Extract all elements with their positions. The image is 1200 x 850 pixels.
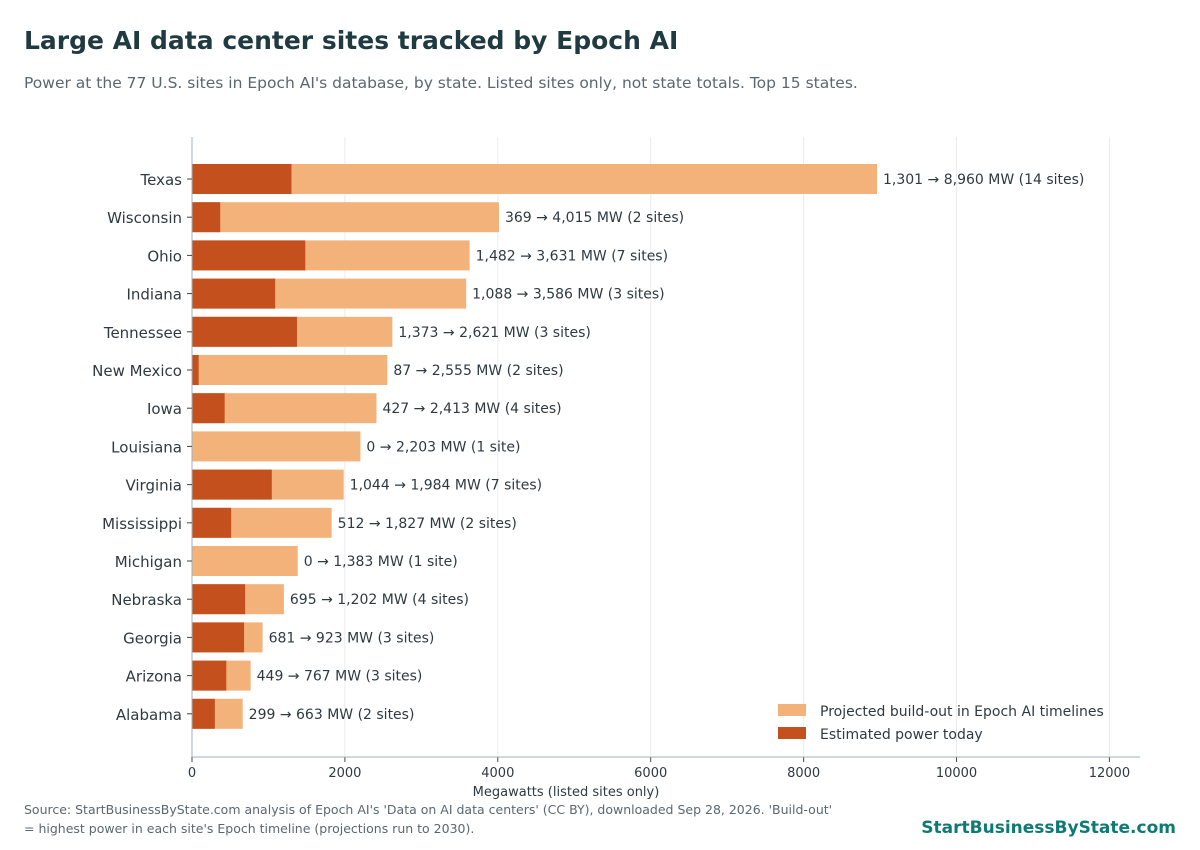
data-label-michigan: 0 → 1,383 MW (1 site) [304, 554, 458, 570]
bar-today-wisconsin [192, 202, 221, 233]
data-label-wisconsin: 369 → 4,015 MW (2 sites) [505, 210, 684, 226]
category-label-virginia: Virginia [125, 477, 182, 495]
category-label-wisconsin: Wisconsin [107, 209, 182, 227]
legend-label-today: Estimated power today [820, 727, 983, 743]
data-label-arizona: 449 → 767 MW (3 sites) [257, 669, 423, 685]
category-label-tennessee: Tennessee [103, 324, 182, 342]
bar-today-alabama [192, 698, 215, 729]
category-label-new-mexico: New Mexico [92, 362, 182, 380]
source-note: Source: StartBusinessByState.com analysi… [24, 802, 833, 836]
x-tick-label-12000: 12000 [1089, 766, 1130, 781]
category-label-ohio: Ohio [147, 247, 182, 265]
data-label-alabama: 299 → 663 MW (2 sites) [249, 707, 415, 723]
category-label-indiana: Indiana [126, 286, 182, 304]
chart-subtitle: Power at the 77 U.S. sites in Epoch AI's… [24, 74, 858, 92]
category-label-michigan: Michigan [115, 553, 182, 571]
x-tick-label-10000: 10000 [936, 766, 977, 781]
x-axis-title: Megawatts (listed sites only) [473, 785, 660, 800]
x-tick-label-4000: 4000 [481, 766, 514, 781]
bar-projected-michigan [192, 546, 298, 576]
category-label-mississippi: Mississippi [102, 515, 182, 533]
bars [192, 164, 878, 729]
legend-label-projected: Projected build-out in Epoch AI timeline… [820, 704, 1104, 720]
data-label-ohio: 1,482 → 3,631 MW (7 sites) [476, 248, 668, 264]
data-label-louisiana: 0 → 2,203 MW (1 site) [366, 439, 520, 455]
data-label-new-mexico: 87 → 2,555 MW (2 sites) [393, 363, 563, 379]
bar-today-new-mexico [192, 355, 199, 385]
data-label-mississippi: 512 → 1,827 MW (2 sites) [338, 516, 517, 532]
bar-today-texas [192, 164, 292, 194]
category-label-nebraska: Nebraska [111, 591, 182, 609]
category-label-georgia: Georgia [123, 629, 182, 647]
data-label-nebraska: 695 → 1,202 MW (4 sites) [290, 592, 469, 608]
bar-today-arizona [192, 660, 227, 691]
data-labels: 1,301 → 8,960 MW (14 sites) 369 → 4,015 M… [249, 172, 1085, 723]
bar-today-ohio [192, 240, 306, 271]
bar-projected-new-mexico [192, 355, 388, 385]
bar-today-tennessee [192, 316, 297, 347]
data-label-tennessee: 1,373 → 2,621 MW (3 sites) [398, 325, 590, 341]
bar-today-indiana [192, 278, 276, 309]
bar-projected-wisconsin [192, 202, 499, 233]
bar-today-iowa [192, 393, 225, 424]
chart-title: Large AI data center sites tracked by Ep… [24, 26, 679, 55]
bar-today-nebraska [192, 584, 246, 615]
bar-projected-louisiana [192, 431, 361, 462]
category-label-louisiana: Louisiana [111, 438, 182, 456]
category-label-iowa: Iowa [147, 400, 182, 418]
legend-swatch-projected [778, 704, 806, 716]
x-tick-label-8000: 8000 [787, 766, 820, 781]
legend: Projected build-out in Epoch AI timeline… [778, 704, 1104, 743]
data-label-iowa: 427 → 2,413 MW (4 sites) [382, 401, 561, 417]
x-tick-label-2000: 2000 [328, 766, 361, 781]
category-label-texas: Texas [140, 171, 183, 189]
legend-swatch-today [778, 727, 806, 739]
bar-chart: 0 2000 4000 6000 8000 10000 12000 Texas Wisconsi… [92, 137, 1140, 800]
bar-today-georgia [192, 622, 245, 653]
data-label-indiana: 1,088 → 3,586 MW (3 sites) [472, 287, 664, 303]
axes: 0 2000 4000 6000 8000 10000 12000 Texas Wisconsi… [92, 137, 1140, 781]
category-label-alabama: Alabama [116, 706, 182, 724]
data-label-virginia: 1,044 → 1,984 MW (7 sites) [350, 478, 542, 494]
category-label-arizona: Arizona [126, 668, 182, 686]
data-label-texas: 1,301 → 8,960 MW (14 sites) [883, 172, 1084, 188]
bar-today-mississippi [192, 507, 232, 538]
x-tick-label-6000: 6000 [634, 766, 667, 781]
bar-projected-texas [192, 164, 878, 194]
bar-today-virginia [192, 469, 272, 500]
brand-wordmark: StartBusinessByState.com [921, 818, 1176, 838]
x-tick-label-0: 0 [188, 766, 196, 781]
data-label-georgia: 681 → 923 MW (3 sites) [269, 630, 435, 646]
